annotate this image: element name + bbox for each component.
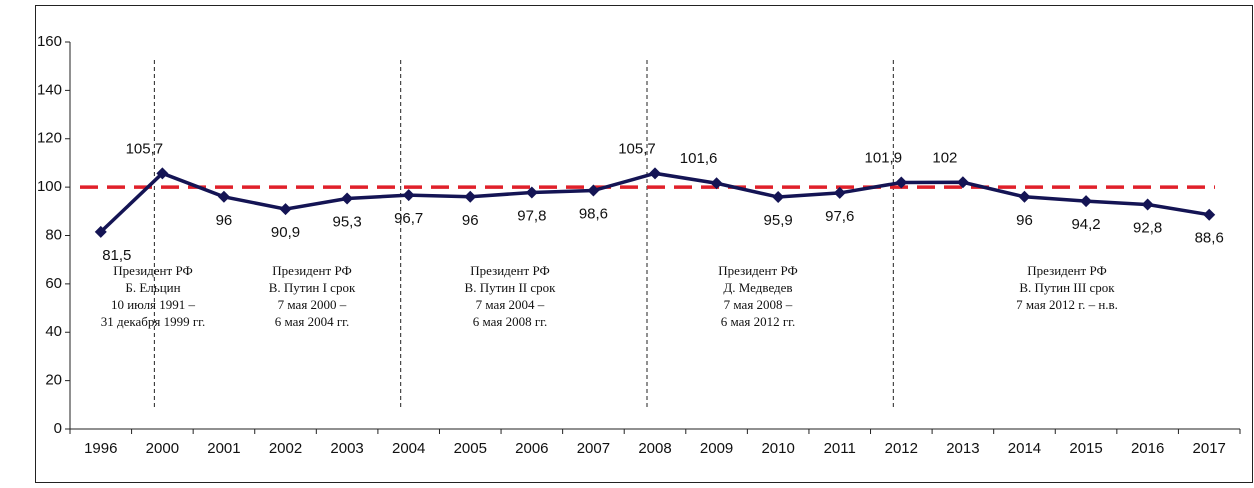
value-label: 101,6 xyxy=(680,150,718,167)
x-tick-label: 2007 xyxy=(577,440,610,457)
x-tick-label: 2013 xyxy=(946,440,979,457)
value-label: 94,2 xyxy=(1071,216,1100,233)
x-tick-label: 2001 xyxy=(207,440,240,457)
y-tick-label: 60 xyxy=(45,275,62,292)
marker xyxy=(525,186,538,199)
marker xyxy=(1018,190,1031,203)
value-label: 102 xyxy=(932,149,957,166)
marker xyxy=(587,184,600,197)
period-label: Президент РФ xyxy=(272,263,351,278)
x-tick-label: 2015 xyxy=(1069,440,1102,457)
value-label: 96 xyxy=(216,212,233,229)
frame xyxy=(35,5,1253,483)
period-label: 7 мая 2012 г. – н.в. xyxy=(1016,297,1118,312)
period-label: 6 мая 2012 гг. xyxy=(721,314,796,329)
marker xyxy=(156,167,169,180)
y-tick-label: 140 xyxy=(37,81,62,98)
marker xyxy=(772,191,785,204)
period-label: 7 мая 2000 – xyxy=(278,297,347,312)
x-tick-label: 2006 xyxy=(515,440,548,457)
marker xyxy=(217,190,230,203)
value-label: 105,7 xyxy=(126,140,164,157)
period-label: 6 мая 2004 гг. xyxy=(275,314,350,329)
period-label: Б. Ельцин xyxy=(125,280,180,295)
value-label: 95,9 xyxy=(764,212,793,229)
x-tick-label: 2010 xyxy=(761,440,794,457)
period-label: Д. Медведев xyxy=(723,280,792,295)
x-tick-label: 2005 xyxy=(454,440,487,457)
marker xyxy=(1080,195,1093,208)
x-tick-label: 2003 xyxy=(330,440,363,457)
value-label: 88,6 xyxy=(1195,230,1224,247)
period-label: Президент РФ xyxy=(1027,263,1106,278)
marker xyxy=(895,176,908,189)
x-tick-label: 2002 xyxy=(269,440,302,457)
value-label: 98,6 xyxy=(579,205,608,222)
y-tick-label: 160 xyxy=(37,33,62,50)
marker xyxy=(1141,198,1154,211)
period-label: Президент РФ xyxy=(718,263,797,278)
x-tick-label: 2008 xyxy=(638,440,671,457)
value-label: 92,8 xyxy=(1133,220,1162,237)
period-label: Президент РФ xyxy=(470,263,549,278)
period-label: В. Путин II срок xyxy=(465,280,557,295)
y-tick-label: 0 xyxy=(54,420,62,437)
period-label: 7 мая 2008 – xyxy=(724,297,793,312)
value-label: 105,7 xyxy=(618,140,656,157)
period-label: 7 мая 2004 – xyxy=(476,297,545,312)
value-label: 97,8 xyxy=(517,207,546,224)
x-tick-label: 1996 xyxy=(84,440,117,457)
marker xyxy=(402,189,415,202)
period-label: 6 мая 2008 гг. xyxy=(473,314,548,329)
value-label: 96,7 xyxy=(394,210,423,227)
x-tick-label: 2009 xyxy=(700,440,733,457)
period-label: Президент РФ xyxy=(113,263,192,278)
value-label: 101,9 xyxy=(865,149,903,166)
period-label: В. Путин III срок xyxy=(1019,280,1115,295)
data-line xyxy=(99,171,1210,234)
x-tick-label: 2004 xyxy=(392,440,425,457)
x-tick-label: 2017 xyxy=(1193,440,1226,457)
marker xyxy=(341,192,354,205)
value-label: 97,6 xyxy=(825,208,854,225)
value-label: 81,5 xyxy=(102,247,131,264)
x-tick-label: 2000 xyxy=(146,440,179,457)
x-tick-label: 2014 xyxy=(1008,440,1041,457)
marker xyxy=(956,176,969,189)
x-tick-label: 2012 xyxy=(885,440,918,457)
marker xyxy=(464,190,477,203)
marker xyxy=(710,177,723,190)
y-tick-label: 80 xyxy=(45,226,62,243)
marker xyxy=(1203,208,1216,221)
y-tick-label: 40 xyxy=(45,323,62,340)
period-label: В. Путин I срок xyxy=(269,280,356,295)
period-label: 31 декабря 1999 гг. xyxy=(101,314,206,329)
marker xyxy=(649,167,661,180)
period-label: 10 июля 1991 – xyxy=(111,297,196,312)
value-label: 90,9 xyxy=(271,224,300,241)
marker xyxy=(279,203,292,216)
value-label: 96 xyxy=(1016,212,1033,229)
x-tick-label: 2016 xyxy=(1131,440,1164,457)
value-label: 95,3 xyxy=(333,213,362,230)
marker xyxy=(833,186,846,199)
y-tick-label: 20 xyxy=(45,372,62,389)
x-tick-label: 2011 xyxy=(824,440,856,457)
y-tick-label: 120 xyxy=(37,130,62,147)
y-tick-label: 100 xyxy=(37,178,62,195)
marker xyxy=(94,225,107,238)
value-label: 96 xyxy=(462,212,479,229)
